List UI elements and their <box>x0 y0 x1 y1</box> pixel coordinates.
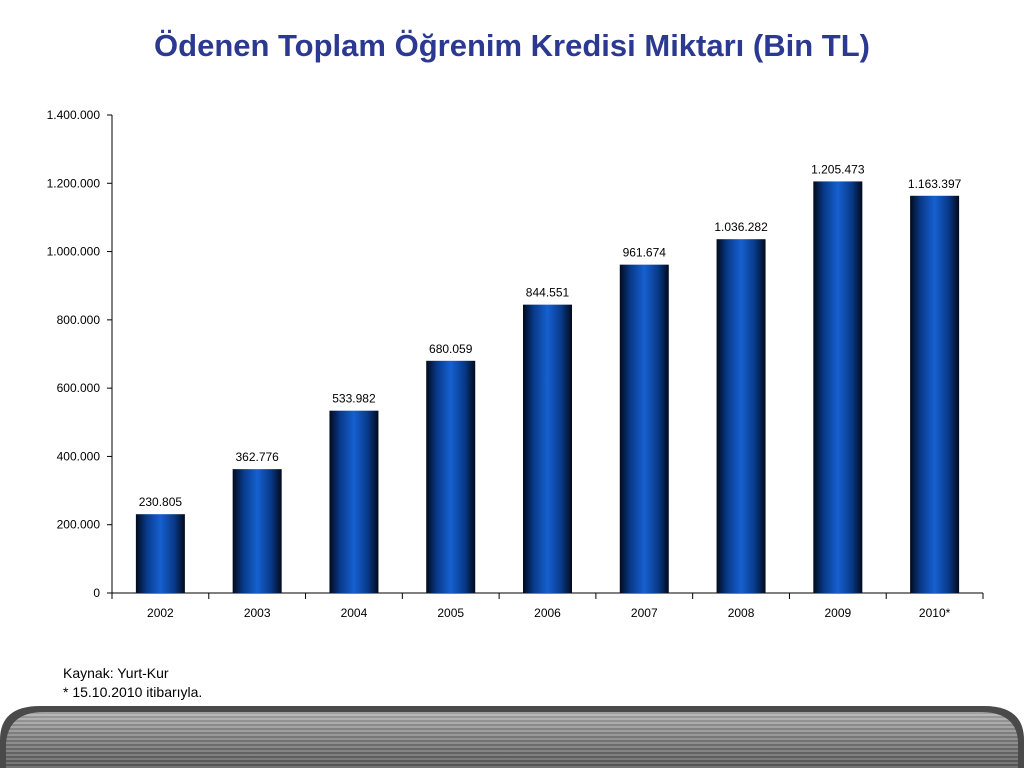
bar-chart: 0 200.000 400.000 600.000 800.000 1.000.000 1.… <box>47 108 984 620</box>
bar-2006 <box>523 304 572 593</box>
bar-2007 <box>619 264 669 593</box>
y-tick-label: 1.000.000 <box>47 245 101 259</box>
data-label: 362.776 <box>235 450 279 464</box>
data-label: 1.163.397 <box>908 177 962 191</box>
data-label: 844.551 <box>526 286 570 300</box>
x-tick-label: 2009 <box>824 606 851 620</box>
bar-2008 <box>716 239 766 593</box>
x-tick-label: 2004 <box>341 606 368 620</box>
x-tick-label: 2002 <box>147 606 174 620</box>
chart-title: Ödenen Toplam Öğrenim Kredisi Miktarı (B… <box>154 28 870 63</box>
x-tick-label: 2005 <box>437 606 464 620</box>
y-tick-label: 200.000 <box>57 518 101 532</box>
footer-decoration <box>0 706 1024 768</box>
x-tick-label: 2008 <box>728 606 755 620</box>
x-tick-label: 2003 <box>244 606 271 620</box>
y-tick-label: 400.000 <box>57 449 101 463</box>
data-label: 230.805 <box>139 495 183 509</box>
x-tick-label: 2010* <box>919 606 951 620</box>
y-tick-label: 0 <box>93 586 100 600</box>
footnote: * 15.10.2010 itibarıyla. <box>63 684 203 700</box>
data-label: 533.982 <box>332 392 376 406</box>
bar-2003 <box>232 469 282 593</box>
data-label: 961.674 <box>623 246 667 260</box>
data-label: 1.205.473 <box>811 162 865 176</box>
y-tick-label: 1.200.000 <box>47 176 101 190</box>
bar-2009 <box>813 181 863 594</box>
x-tick-label: 2007 <box>631 606 658 620</box>
bar-2010* <box>910 195 960 593</box>
y-tick-label: 1.400.000 <box>47 108 101 122</box>
bar-2002 <box>135 514 185 593</box>
y-tick-label: 600.000 <box>57 381 101 395</box>
chart-notes: Kaynak: Yurt-Kur * 15.10.2010 itibarıyla… <box>63 664 202 702</box>
data-label: 1.036.282 <box>714 220 768 234</box>
bar-2004 <box>329 410 379 593</box>
y-tick-label: 800.000 <box>57 313 101 327</box>
bar-2005 <box>426 360 476 593</box>
source-note: Kaynak: Yurt-Kur <box>63 665 169 681</box>
data-label: 680.059 <box>429 342 473 356</box>
x-tick-label: 2006 <box>534 606 561 620</box>
